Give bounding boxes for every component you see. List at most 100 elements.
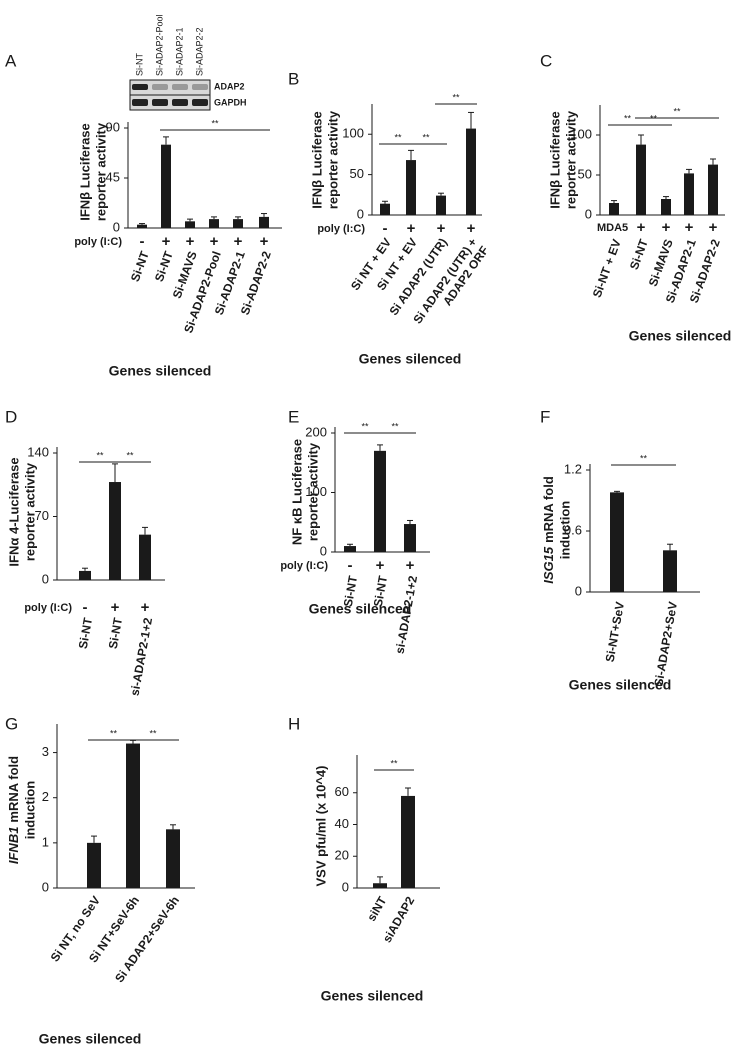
y-tick-label: 50	[578, 166, 592, 181]
x-axis-label: Genes silenced	[321, 988, 424, 1004]
significance-label: **	[422, 132, 430, 142]
x-axis-label: Genes silenced	[109, 363, 212, 379]
bar	[380, 203, 390, 215]
significance-label: **	[126, 450, 134, 460]
x-axis-label: Genes silenced	[629, 328, 732, 344]
blot-band	[192, 99, 208, 106]
y-axis-label: IFNB1 mRNA fold	[6, 756, 21, 864]
blot-band	[172, 84, 188, 90]
treatment-mark: +	[437, 220, 446, 237]
bar	[79, 570, 91, 580]
bar	[610, 492, 624, 592]
treatment-mark: +	[141, 599, 150, 616]
category-label: Si-NT	[128, 249, 152, 284]
y-axis-label: IFNα 4-Luciferase	[6, 457, 21, 566]
blot-lane-label: Si-ADAP2-1	[174, 27, 184, 76]
treatment-mark: -	[140, 233, 145, 250]
bar	[209, 219, 219, 228]
y-axis-label: reporter activity	[305, 442, 320, 541]
y-tick-label: 90	[106, 119, 120, 134]
panel-letter: B	[288, 69, 299, 88]
blot-lane-label: Si-ADAP2-Pool	[154, 14, 164, 76]
bar	[233, 219, 243, 228]
bar	[466, 128, 476, 215]
category-label: Si-NT	[76, 616, 95, 650]
y-axis-label: reporter activity	[93, 122, 108, 221]
bar	[344, 546, 356, 552]
bar	[404, 524, 416, 552]
y-axis-label: ISG15 mRNA fold	[541, 476, 556, 584]
bar	[374, 450, 386, 552]
panel-letter: E	[288, 407, 299, 426]
significance-label: **	[110, 728, 118, 738]
blot-lane-label: Si-ADAP2-2	[194, 27, 204, 76]
bar	[406, 160, 416, 215]
bar	[708, 164, 718, 215]
treatment-mark: -	[383, 220, 388, 237]
treatment-mark: +	[162, 233, 171, 250]
category-label: Si-NT+SeV	[603, 601, 627, 664]
bar	[166, 829, 180, 888]
y-tick-label: 100	[305, 484, 327, 499]
treatment-mark: +	[407, 220, 416, 237]
bar	[401, 795, 415, 888]
treatment-mark: +	[210, 233, 219, 250]
panel-letter: G	[5, 714, 18, 733]
treatment-label: poly (I:C)	[74, 236, 122, 248]
treatment-mark: +	[406, 557, 415, 574]
blot-band-label: GAPDH	[214, 97, 247, 107]
bar	[684, 173, 694, 215]
category-label: Si-NT	[106, 616, 125, 650]
y-tick-label: 45	[106, 169, 120, 184]
panel-letter: H	[288, 714, 300, 733]
y-tick-label: 140	[27, 444, 49, 459]
y-tick-label: 0	[342, 879, 349, 894]
significance-label: **	[452, 92, 460, 102]
treatment-mark: +	[709, 219, 718, 236]
bar	[661, 199, 671, 215]
category-label: Si-NT	[627, 237, 651, 272]
category-label: Si ADAP2 (UTR) +ADAP2 ORF	[411, 236, 492, 335]
y-tick-label: 0	[42, 571, 49, 586]
treatment-mark: +	[234, 233, 243, 250]
y-tick-label: 50	[350, 166, 364, 181]
x-axis-label: Genes silenced	[39, 1031, 142, 1047]
panel-letter: C	[540, 51, 552, 70]
significance-label: **	[624, 113, 632, 123]
bar	[636, 144, 646, 215]
category-label: si-ADAP2-1+2	[128, 616, 156, 697]
bar	[137, 224, 147, 228]
bar	[161, 144, 171, 228]
panel-letter: F	[540, 407, 550, 426]
significance-label: **	[96, 450, 104, 460]
blot-band	[152, 99, 168, 106]
significance-label: **	[211, 118, 219, 128]
y-axis-label: IFNβ Luciferase	[547, 111, 562, 209]
y-axis-label-rest: mRNA fold	[541, 476, 556, 543]
y-tick-label: 0.6	[564, 522, 582, 537]
significance-label: **	[673, 106, 681, 116]
treatment-label: poly (I:C)	[280, 560, 328, 572]
y-axis-label: induction	[557, 501, 572, 560]
y-axis-label-gene: IFNB1	[6, 827, 21, 865]
y-tick-label: 0	[585, 206, 592, 221]
significance-label: **	[390, 758, 398, 768]
treatment-mark: +	[260, 233, 269, 250]
category-label: Si-ADAP2+SeV	[651, 601, 680, 688]
bar	[663, 550, 677, 592]
bar	[373, 883, 387, 888]
y-axis-label: IFNβ Luciferase	[77, 123, 92, 221]
treatment-label: MDA5	[597, 222, 628, 234]
blot-band	[152, 84, 168, 90]
treatment-mark: +	[111, 599, 120, 616]
significance-label: **	[361, 421, 369, 431]
bar	[259, 216, 269, 228]
x-axis-label: Genes silenced	[359, 351, 462, 367]
significance-label: **	[149, 728, 157, 738]
y-tick-label: 100	[570, 126, 592, 141]
y-tick-label: 0	[357, 206, 364, 221]
y-tick-label: 3	[42, 744, 49, 759]
category-label: Si-NT	[341, 574, 360, 608]
y-axis-label: IFNβ Luciferase	[309, 111, 324, 209]
